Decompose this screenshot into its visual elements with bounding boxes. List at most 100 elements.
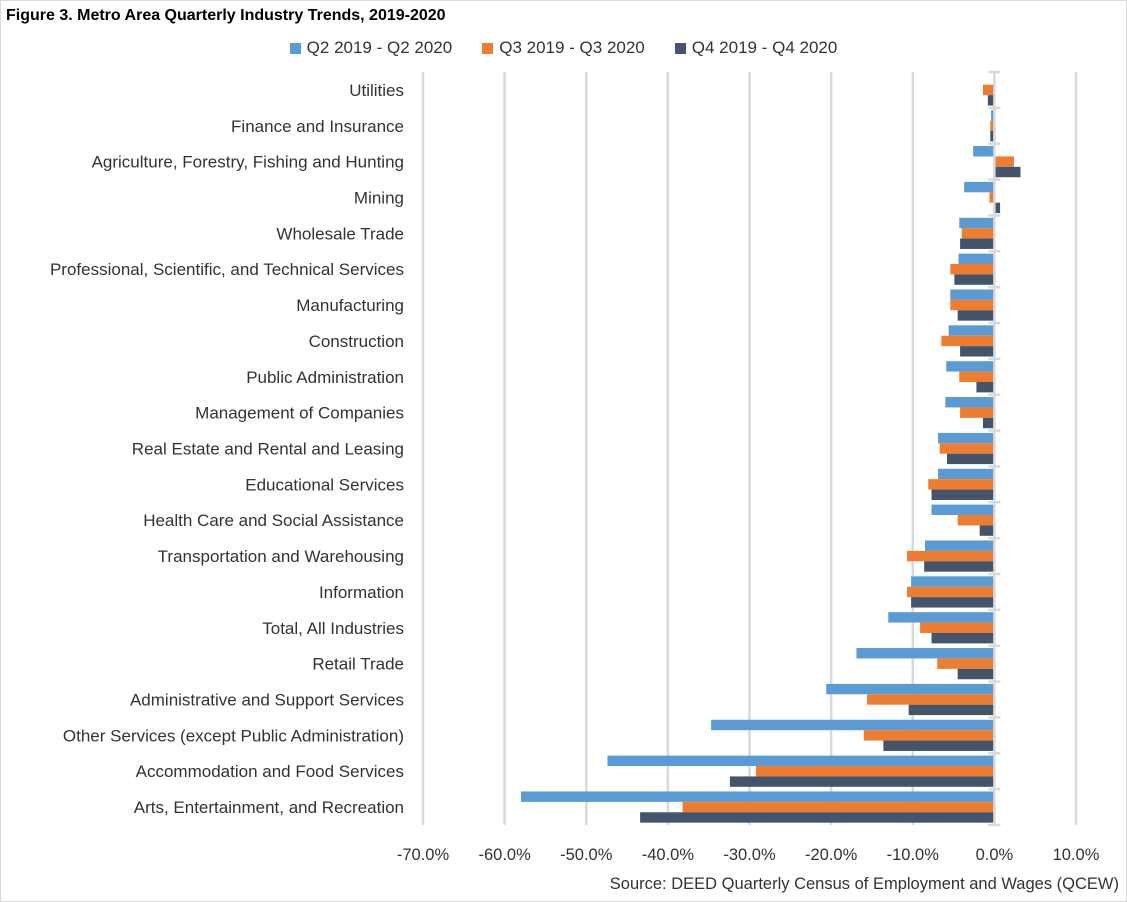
x-tick-label: -60.0%: [478, 846, 531, 864]
bar-q4: [931, 489, 995, 500]
bar-q2: [959, 217, 995, 229]
bar-q4: [931, 632, 995, 644]
bar-q2: [950, 289, 995, 300]
bar-q2: [964, 181, 995, 193]
legend-item-q4[interactable]: Q4 2019 - Q4 2020: [674, 38, 838, 58]
source-note: Source: DEED Quarterly Census of Employm…: [609, 875, 1119, 893]
bar-q3: [990, 120, 995, 131]
bar-q4: [960, 346, 995, 357]
bar-q3: [939, 443, 995, 454]
bar-q2: [888, 612, 995, 623]
legend-swatch-q2: [289, 42, 301, 54]
category-label: Educational Services: [245, 475, 404, 494]
bar-q4: [987, 95, 995, 106]
bar-q4: [954, 274, 995, 285]
bar-q3: [960, 407, 995, 418]
legend-swatch-q3: [482, 42, 494, 54]
bar-q4: [957, 668, 995, 680]
category-label: Accommodation and Food Services: [136, 762, 404, 781]
bar-q4: [883, 740, 995, 751]
legend-item-q3[interactable]: Q3 2019 - Q3 2020: [482, 38, 645, 58]
x-tick-label: -30.0%: [723, 846, 776, 864]
category-label: Arts, Entertainment, and Recreation: [134, 798, 404, 817]
bar-q3: [994, 156, 1014, 167]
bar-q3: [920, 622, 995, 633]
x-tick-label: -40.0%: [642, 846, 695, 864]
bar-q2: [607, 755, 995, 767]
bar-q3: [756, 766, 995, 777]
legend-label-q4: Q4 2019 - Q4 2020: [691, 38, 838, 57]
legend-label-q2: Q2 2019 - Q2 2020: [306, 38, 453, 57]
bar-q4: [994, 166, 1021, 178]
bar-q2: [520, 791, 995, 802]
x-tick-label: 0.0%: [976, 846, 1014, 864]
bar-q3: [941, 335, 995, 347]
bar-q3: [959, 371, 995, 382]
bar-q3: [682, 801, 995, 813]
category-label: Other Services (except Public Administra…: [63, 726, 404, 745]
category-label: Finance and Insurance: [231, 117, 404, 136]
bar-q3: [961, 228, 995, 239]
bar-q4: [729, 776, 995, 787]
bar-q3: [950, 299, 995, 311]
bar-q4: [947, 453, 995, 465]
legend: Q2 2019 - Q2 2020 Q3 2019 - Q3 2020 Q4 2…: [0, 38, 1127, 58]
bar-q2: [973, 146, 995, 157]
bar-q4: [924, 561, 995, 572]
category-label: Utilities: [349, 81, 404, 100]
bar-q4: [908, 704, 995, 716]
category-label: Information: [319, 583, 404, 602]
bar-q4: [990, 130, 995, 142]
bar-q3: [867, 694, 995, 705]
x-tick-label: -10.0%: [887, 846, 940, 864]
bar-q2: [924, 540, 995, 551]
bar-q4: [979, 525, 995, 536]
bar-q3: [982, 84, 995, 96]
bar-q4: [957, 310, 995, 321]
bar-q3: [989, 192, 995, 203]
bar-q3: [937, 658, 995, 669]
category-label: Health Care and Social Assistance: [143, 511, 404, 530]
bar-q2: [945, 397, 995, 408]
bar-q2: [938, 432, 995, 444]
category-label: Construction: [309, 332, 404, 351]
bar-q2: [711, 719, 995, 731]
bar-q4: [960, 238, 995, 249]
bar-q3: [907, 550, 995, 562]
category-label: Administrative and Support Services: [130, 691, 404, 710]
category-label: Transportation and Warehousing: [158, 547, 404, 566]
category-label: Total, All Industries: [262, 619, 404, 638]
bar-q2: [911, 576, 995, 587]
legend-swatch-q4: [674, 42, 686, 54]
bar-q4: [911, 597, 995, 608]
category-label: Public Administration: [246, 368, 404, 387]
bar-q2: [826, 683, 995, 695]
category-label: Retail Trade: [312, 655, 404, 674]
legend-item-q2[interactable]: Q2 2019 - Q2 2020: [289, 38, 453, 58]
category-label: Professional, Scientific, and Technical …: [50, 260, 404, 279]
category-label: Management of Companies: [195, 404, 404, 423]
bar-q2: [938, 468, 995, 480]
bar-q3: [863, 730, 995, 741]
category-label: Real Estate and Rental and Leasing: [132, 440, 404, 459]
x-tick-label: -70.0%: [397, 846, 450, 864]
bar-q4: [982, 417, 995, 429]
x-tick-label: -50.0%: [560, 846, 613, 864]
x-tick-label: -20.0%: [805, 846, 858, 864]
bar-q2: [931, 504, 995, 516]
bar-q3: [950, 264, 995, 275]
bar-q4: [994, 202, 1001, 214]
category-label: Agriculture, Forestry, Fishing and Hunti…: [92, 153, 404, 172]
bar-q3: [928, 479, 995, 490]
bar-q4: [640, 812, 995, 823]
bar-q3: [957, 515, 995, 526]
bar-q4: [976, 381, 995, 393]
bar-q2: [856, 648, 995, 659]
bar-q2: [991, 110, 995, 121]
category-label: Manufacturing: [296, 296, 404, 315]
x-tick-label: 10.0%: [1053, 846, 1100, 864]
category-label: Mining: [354, 189, 404, 208]
legend-label-q3: Q3 2019 - Q3 2020: [499, 38, 645, 57]
bar-q2: [948, 325, 995, 336]
